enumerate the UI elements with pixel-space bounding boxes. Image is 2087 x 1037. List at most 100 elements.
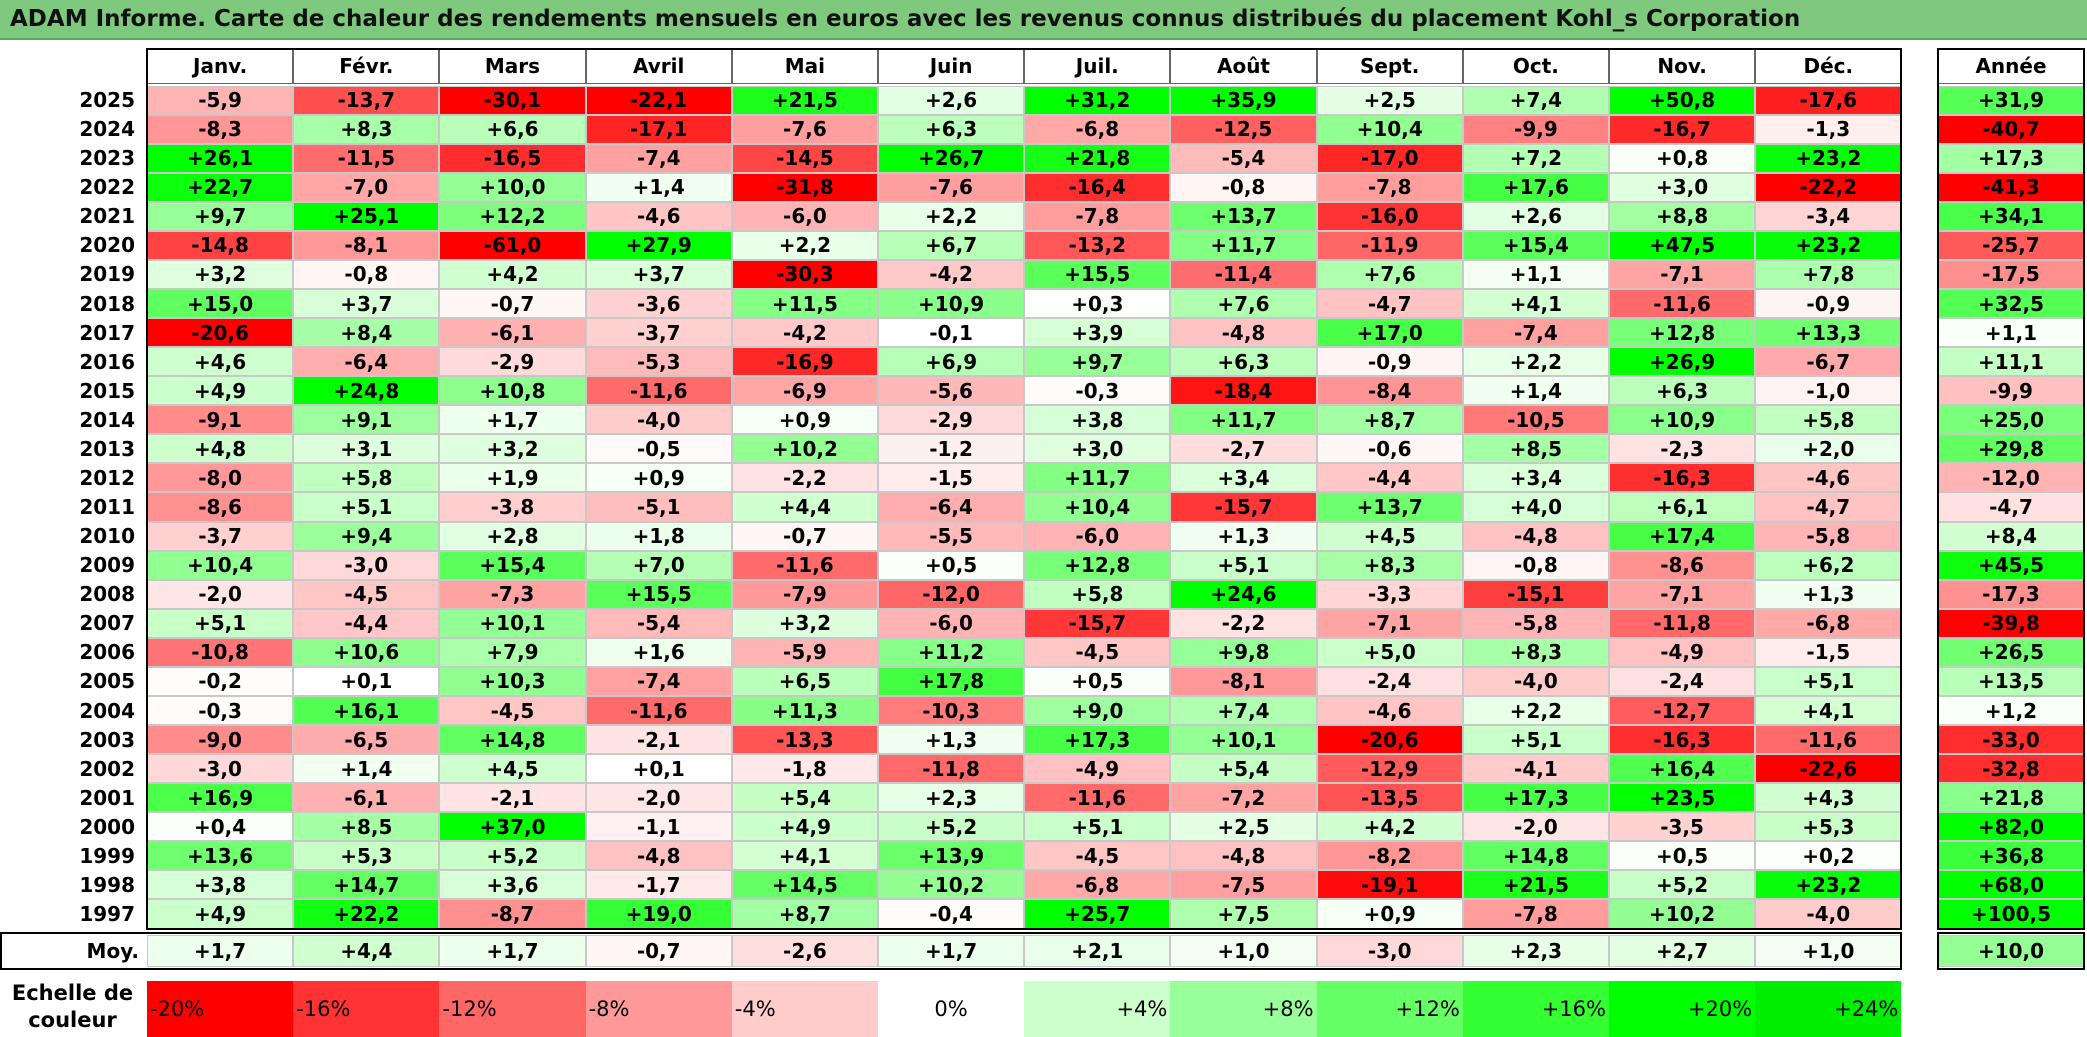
column-header: Déc. xyxy=(1755,48,1902,84)
heatmap-cell: -4,4 xyxy=(293,608,440,638)
heatmap-cell: -4,6 xyxy=(585,201,732,231)
heatmap-cell: +4,9 xyxy=(731,812,878,842)
heatmap-cell: +0,8 xyxy=(1609,143,1756,173)
heatmap-cell: -9,0 xyxy=(147,725,294,755)
heatmap-cell: -6,7 xyxy=(1755,347,1902,377)
heatmap-cell: -4,6 xyxy=(1755,463,1902,493)
heatmap-cell: -11,8 xyxy=(1609,608,1756,638)
annual-cell: +25,0 xyxy=(1938,405,2084,435)
column-header: Janv. xyxy=(147,48,294,84)
year-label: 2015 xyxy=(79,378,135,403)
heatmap-cell: +9,8 xyxy=(1170,637,1317,667)
heatmap-cell: +16,1 xyxy=(293,695,440,726)
heatmap-cell: -0,8 xyxy=(1170,172,1317,202)
heatmap-cell: -22,6 xyxy=(1755,754,1902,784)
heatmap-cell: +10,6 xyxy=(293,637,440,667)
heatmap-cell: -4,8 xyxy=(1170,318,1317,348)
heatmap-cell: -11,6 xyxy=(585,376,732,406)
heatmap-cell: -4,5 xyxy=(439,695,586,726)
annual-cell: -25,7 xyxy=(1938,230,2084,260)
heatmap-cell: -4,2 xyxy=(878,259,1025,289)
heatmap-cell: +7,8 xyxy=(1755,259,1902,289)
column-header: Oct. xyxy=(1462,48,1609,84)
heatmap-cell: -7,1 xyxy=(1609,259,1756,289)
heatmap-cell: +5,3 xyxy=(293,841,440,871)
heatmap-cell: -7,2 xyxy=(1170,783,1317,813)
heatmap-cell: -20,6 xyxy=(147,318,294,348)
heatmap-cell: +7,6 xyxy=(1316,259,1463,289)
heatmap-cell: +9,7 xyxy=(147,201,294,231)
color-scale-step: +12% xyxy=(1316,981,1463,1037)
heatmap-cell: -61,0 xyxy=(439,230,586,260)
heatmap-cell: +12,8 xyxy=(1024,550,1171,580)
heatmap-cell: -0,9 xyxy=(1316,347,1463,377)
heatmap-cell: -5,4 xyxy=(1170,143,1317,173)
column-header: Juil. xyxy=(1024,48,1171,84)
heatmap-cell: +5,1 xyxy=(1462,725,1609,755)
heatmap-cell: -13,7 xyxy=(293,85,440,115)
heatmap-cell: -12,5 xyxy=(1170,114,1317,144)
heatmap-cell: -5,6 xyxy=(878,376,1025,406)
average-cell: +1,7 xyxy=(147,935,294,967)
heatmap-cell: -5,5 xyxy=(878,521,1025,551)
heatmap-cell: +4,5 xyxy=(1316,521,1463,551)
heatmap-cell: +11,3 xyxy=(731,695,878,726)
heatmap-cell: -2,9 xyxy=(878,405,1025,435)
heatmap-cell: +25,1 xyxy=(293,201,440,231)
heatmap-cell: -9,9 xyxy=(1462,114,1609,144)
heatmap-cell: -5,1 xyxy=(585,492,732,522)
heatmap-cell: +4,4 xyxy=(731,492,878,522)
color-scale-step: 0% xyxy=(878,981,1025,1037)
heatmap-cell: +15,5 xyxy=(1024,259,1171,289)
heatmap-cell: -11,6 xyxy=(1024,783,1171,813)
heatmap-cell: +2,6 xyxy=(1462,201,1609,231)
heatmap-cell: -8,1 xyxy=(1170,666,1317,696)
heatmap-cell: +6,6 xyxy=(439,114,586,144)
heatmap-cell: +10,8 xyxy=(439,376,586,406)
heatmap-cell: +24,6 xyxy=(1170,579,1317,609)
heatmap-cell: -6,8 xyxy=(1755,608,1902,638)
heatmap-cell: +6,7 xyxy=(878,230,1025,260)
year-label: 2021 xyxy=(79,204,135,229)
heatmap-cell: +4,1 xyxy=(731,841,878,871)
heatmap-cell: +10,9 xyxy=(1609,405,1756,435)
heatmap-cell: +8,7 xyxy=(731,899,878,929)
color-scale-step: +8% xyxy=(1170,981,1317,1037)
color-scale-step: -8% xyxy=(585,981,732,1037)
heatmap-cell: +7,0 xyxy=(585,550,732,580)
column-header: Avril xyxy=(585,48,732,84)
annual-cell: -39,8 xyxy=(1938,608,2084,638)
heatmap-cell: +10,9 xyxy=(878,288,1025,319)
heatmap-cell: -3,4 xyxy=(1755,201,1902,231)
heatmap-cell: +21,8 xyxy=(1024,143,1171,173)
heatmap-cell: +3,9 xyxy=(1024,318,1171,348)
color-scale-step: +4% xyxy=(1024,981,1171,1037)
page-title: ADAM Informe. Carte de chaleur des rende… xyxy=(10,6,1801,32)
heatmap-cell: +47,5 xyxy=(1609,230,1756,260)
heatmap-cell: -5,3 xyxy=(585,347,732,377)
average-cell: -3,0 xyxy=(1316,935,1463,967)
heatmap-cell: +23,2 xyxy=(1755,143,1902,173)
heatmap-cell: +5,2 xyxy=(878,812,1025,842)
heatmap-cell: -1,3 xyxy=(1755,114,1902,144)
heatmap-cell: +21,5 xyxy=(731,85,878,115)
heatmap-cell: -11,5 xyxy=(293,143,440,173)
heatmap-cell: +1,4 xyxy=(1462,376,1609,406)
heatmap-cell: +17,4 xyxy=(1609,521,1756,551)
heatmap-cell: -1,5 xyxy=(878,463,1025,493)
average-cell: +2,3 xyxy=(1462,935,1609,967)
heatmap-cell: -8,6 xyxy=(1609,550,1756,580)
heatmap-cell: -7,3 xyxy=(439,579,586,609)
heatmap-cell: -15,7 xyxy=(1024,608,1171,638)
heatmap-cell: -8,7 xyxy=(439,899,586,929)
column-header: Juin xyxy=(878,48,1025,84)
heatmap-cell: +15,4 xyxy=(439,550,586,580)
year-label: 2009 xyxy=(79,553,135,578)
heatmap-cell: +3,1 xyxy=(293,434,440,464)
heatmap-cell: +19,0 xyxy=(585,899,732,929)
heatmap-cell: -2,3 xyxy=(1609,434,1756,464)
heatmap-cell: -3,6 xyxy=(585,288,732,319)
annual-cell: +13,5 xyxy=(1938,666,2084,696)
heatmap-cell: -1,5 xyxy=(1755,637,1902,667)
heatmap-cell: -6,0 xyxy=(1024,521,1171,551)
